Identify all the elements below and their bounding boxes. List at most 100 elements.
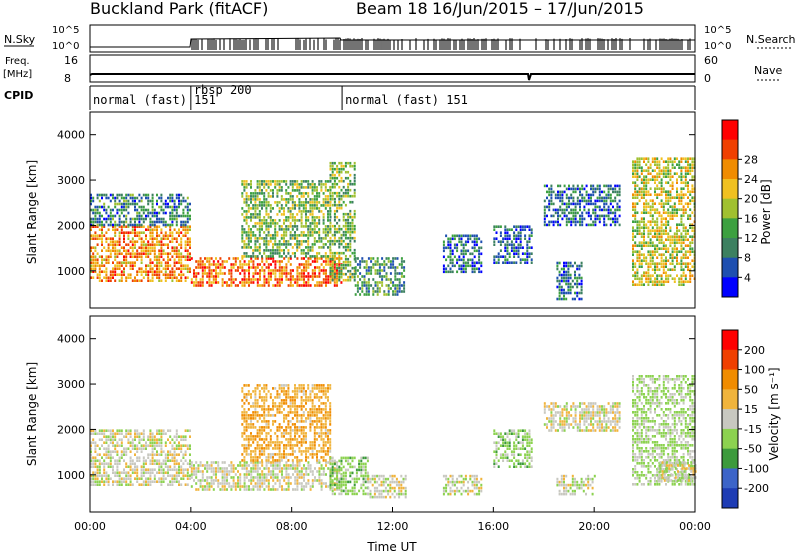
range-cell — [184, 225, 187, 228]
range-cell — [263, 204, 266, 207]
range-cell — [634, 172, 637, 175]
range-cell — [92, 267, 95, 270]
range-cell — [563, 279, 565, 283]
range-cell — [208, 257, 211, 260]
range-cell — [206, 482, 209, 485]
range-cell — [636, 223, 639, 226]
range-cell — [519, 240, 522, 243]
range-cell — [120, 270, 123, 273]
range-cell — [112, 196, 114, 200]
range-cell — [259, 275, 261, 278]
range-cell — [167, 429, 169, 432]
range-cell — [320, 255, 323, 258]
range-cell — [689, 250, 692, 253]
range-cell — [333, 236, 336, 240]
range-cell — [340, 167, 343, 171]
range-cell — [579, 217, 581, 221]
range-cell — [673, 208, 676, 211]
range-cell — [158, 196, 161, 200]
range-cell — [656, 250, 659, 253]
range-cell — [136, 471, 139, 474]
range-cell — [636, 172, 639, 175]
range-cell — [223, 461, 226, 464]
range-cell — [307, 195, 310, 198]
range-cell — [658, 235, 661, 238]
range-cell — [550, 220, 553, 224]
range-cell — [649, 265, 652, 268]
range-cell — [258, 243, 261, 246]
range-cell — [129, 429, 132, 432]
range-cell — [302, 195, 305, 198]
range-cell — [149, 453, 152, 456]
range-cell — [333, 254, 336, 258]
range-cell — [654, 211, 656, 214]
range-cell — [678, 166, 681, 169]
range-cell — [480, 246, 483, 250]
range-cell — [254, 195, 257, 198]
range-cell — [568, 199, 570, 203]
range-cell — [125, 255, 128, 258]
range-cell — [265, 278, 268, 281]
range-cell — [281, 266, 283, 269]
range-cell — [118, 243, 121, 246]
range-cell — [118, 231, 121, 234]
range-cell — [201, 266, 204, 269]
range-cell — [125, 447, 128, 450]
range-cell — [570, 193, 573, 197]
range-cell — [134, 205, 136, 209]
range-cell — [243, 263, 246, 266]
range-cell — [311, 192, 314, 195]
range-cell — [248, 266, 250, 269]
range-cell — [367, 266, 370, 269]
range-cell — [160, 196, 163, 200]
range-cell — [241, 225, 244, 228]
freq-label-line2: [MHz] — [3, 69, 32, 80]
range-cell — [680, 265, 683, 268]
range-cell — [140, 444, 143, 447]
range-cell — [336, 206, 339, 210]
range-cell — [267, 255, 270, 258]
range-cell — [684, 274, 687, 277]
range-cell — [221, 479, 224, 482]
range-cell — [651, 253, 654, 256]
range-cell — [175, 211, 178, 215]
range-cell — [473, 237, 476, 241]
range-cell — [669, 157, 672, 160]
range-cell — [180, 435, 183, 438]
range-cell — [254, 249, 257, 252]
range-cell — [289, 234, 292, 237]
range-cell — [581, 217, 584, 221]
range-cell — [134, 217, 136, 221]
range-cell — [361, 275, 364, 278]
range-cell — [654, 268, 656, 271]
range-cell — [151, 273, 154, 276]
range-cell — [131, 202, 134, 206]
range-cell — [654, 262, 656, 265]
range-cell — [590, 214, 592, 218]
range-cell — [559, 196, 562, 200]
range-cell — [353, 230, 356, 234]
range-cell — [603, 196, 606, 200]
range-cell — [206, 476, 209, 479]
range-cell — [682, 241, 685, 244]
range-cell — [149, 429, 152, 432]
range-cell — [651, 256, 654, 259]
range-cell — [342, 251, 345, 255]
range-cell — [258, 246, 261, 249]
range-cell — [123, 231, 125, 234]
range-cell — [276, 180, 279, 183]
range-cell — [208, 482, 211, 485]
range-cell — [316, 252, 318, 255]
range-cell — [638, 187, 641, 190]
range-cell — [656, 256, 659, 259]
range-cell — [265, 473, 268, 476]
range-cell — [662, 217, 665, 220]
range-cell — [682, 196, 685, 199]
range-cell — [354, 272, 357, 275]
range-cell — [313, 225, 316, 228]
range-cell — [632, 268, 634, 271]
range-cell — [309, 234, 312, 237]
range-cell — [212, 281, 215, 284]
range-cell — [263, 240, 266, 243]
range-cell — [638, 190, 641, 193]
